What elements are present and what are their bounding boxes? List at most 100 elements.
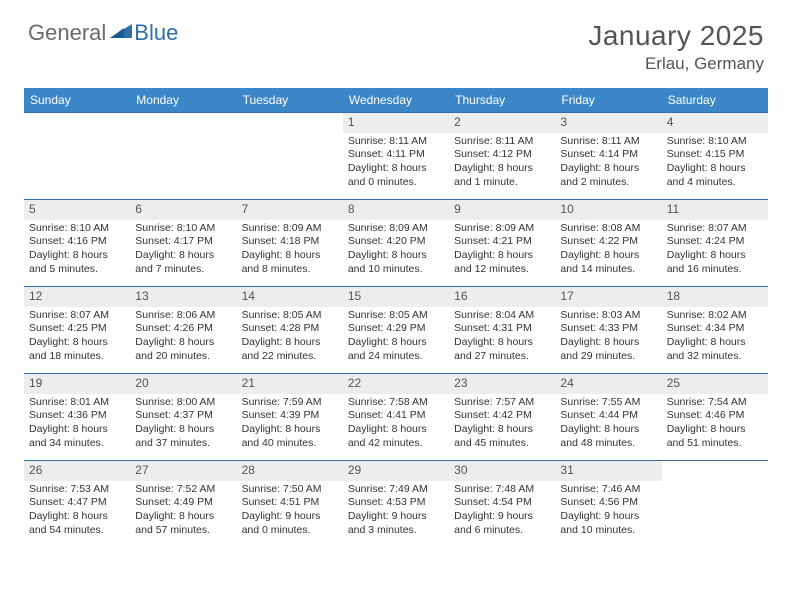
sunrise-line: Sunrise: 7:49 AM [348,483,444,497]
day-cell: 2Sunrise: 8:11 AMSunset: 4:12 PMDaylight… [449,113,555,199]
day-cell: 17Sunrise: 8:03 AMSunset: 4:33 PMDayligh… [555,287,661,373]
daylight-line-2: and 14 minutes. [560,263,656,277]
header: General Blue January 2025 Erlau, Germany [0,0,792,82]
sunset-line: Sunset: 4:33 PM [560,322,656,336]
day-cell: 18Sunrise: 8:02 AMSunset: 4:34 PMDayligh… [662,287,768,373]
week-row: 19Sunrise: 8:01 AMSunset: 4:36 PMDayligh… [24,373,768,460]
sunset-line: Sunset: 4:12 PM [454,148,550,162]
sunset-line: Sunset: 4:25 PM [29,322,125,336]
day-body: Sunrise: 8:11 AMSunset: 4:11 PMDaylight:… [343,133,449,194]
sunset-line: Sunset: 4:21 PM [454,235,550,249]
day-body: Sunrise: 7:53 AMSunset: 4:47 PMDaylight:… [24,481,130,542]
daylight-line-1: Daylight: 9 hours [242,510,338,524]
day-number: 26 [24,461,130,481]
empty-day-cell [237,113,343,199]
daylight-line-1: Daylight: 8 hours [560,336,656,350]
day-cell: 28Sunrise: 7:50 AMSunset: 4:51 PMDayligh… [237,461,343,547]
day-number: 27 [130,461,236,481]
day-body: Sunrise: 7:50 AMSunset: 4:51 PMDaylight:… [237,481,343,542]
day-body: Sunrise: 7:49 AMSunset: 4:53 PMDaylight:… [343,481,449,542]
daylight-line-2: and 22 minutes. [242,350,338,364]
day-number: 6 [130,200,236,220]
daylight-line-2: and 16 minutes. [667,263,763,277]
empty-day-cell [662,461,768,547]
sunrise-line: Sunrise: 8:07 AM [29,309,125,323]
logo-text-general: General [28,20,106,46]
sunrise-line: Sunrise: 8:03 AM [560,309,656,323]
sunset-line: Sunset: 4:11 PM [348,148,444,162]
sunrise-line: Sunrise: 8:08 AM [560,222,656,236]
daylight-line-2: and 48 minutes. [560,437,656,451]
daylight-line-2: and 42 minutes. [348,437,444,451]
daylight-line-2: and 32 minutes. [667,350,763,364]
day-body: Sunrise: 8:07 AMSunset: 4:24 PMDaylight:… [662,220,768,281]
day-cell: 6Sunrise: 8:10 AMSunset: 4:17 PMDaylight… [130,200,236,286]
sunset-line: Sunset: 4:47 PM [29,496,125,510]
day-number: 13 [130,287,236,307]
daylight-line-2: and 37 minutes. [135,437,231,451]
day-number: 7 [237,200,343,220]
daylight-line-1: Daylight: 8 hours [135,249,231,263]
daylight-line-2: and 34 minutes. [29,437,125,451]
sunrise-line: Sunrise: 8:06 AM [135,309,231,323]
day-body: Sunrise: 8:03 AMSunset: 4:33 PMDaylight:… [555,307,661,368]
day-cell: 25Sunrise: 7:54 AMSunset: 4:46 PMDayligh… [662,374,768,460]
sunset-line: Sunset: 4:42 PM [454,409,550,423]
daylight-line-1: Daylight: 8 hours [667,249,763,263]
day-number: 23 [449,374,555,394]
day-number: 31 [555,461,661,481]
day-cell: 30Sunrise: 7:48 AMSunset: 4:54 PMDayligh… [449,461,555,547]
day-body: Sunrise: 8:05 AMSunset: 4:28 PMDaylight:… [237,307,343,368]
daylight-line-2: and 5 minutes. [29,263,125,277]
daylight-line-1: Daylight: 8 hours [29,423,125,437]
daylight-line-1: Daylight: 8 hours [667,423,763,437]
day-body: Sunrise: 8:04 AMSunset: 4:31 PMDaylight:… [449,307,555,368]
day-number: 30 [449,461,555,481]
calendar: SundayMondayTuesdayWednesdayThursdayFrid… [24,88,768,547]
weekday-label: Sunday [24,88,130,112]
week-row: 5Sunrise: 8:10 AMSunset: 4:16 PMDaylight… [24,199,768,286]
daylight-line-1: Daylight: 9 hours [348,510,444,524]
day-number: 14 [237,287,343,307]
day-cell: 23Sunrise: 7:57 AMSunset: 4:42 PMDayligh… [449,374,555,460]
daylight-line-1: Daylight: 8 hours [29,510,125,524]
daylight-line-1: Daylight: 8 hours [135,423,231,437]
day-body: Sunrise: 8:10 AMSunset: 4:16 PMDaylight:… [24,220,130,281]
sunset-line: Sunset: 4:49 PM [135,496,231,510]
sunrise-line: Sunrise: 7:57 AM [454,396,550,410]
sunrise-line: Sunrise: 7:48 AM [454,483,550,497]
day-number: 19 [24,374,130,394]
day-body: Sunrise: 8:07 AMSunset: 4:25 PMDaylight:… [24,307,130,368]
sunset-line: Sunset: 4:16 PM [29,235,125,249]
day-number: 25 [662,374,768,394]
daylight-line-1: Daylight: 8 hours [560,162,656,176]
day-cell: 1Sunrise: 8:11 AMSunset: 4:11 PMDaylight… [343,113,449,199]
sunrise-line: Sunrise: 8:09 AM [348,222,444,236]
day-body: Sunrise: 8:01 AMSunset: 4:36 PMDaylight:… [24,394,130,455]
daylight-line-1: Daylight: 8 hours [454,336,550,350]
daylight-line-2: and 12 minutes. [454,263,550,277]
day-cell: 12Sunrise: 8:07 AMSunset: 4:25 PMDayligh… [24,287,130,373]
day-cell: 9Sunrise: 8:09 AMSunset: 4:21 PMDaylight… [449,200,555,286]
sunset-line: Sunset: 4:22 PM [560,235,656,249]
day-cell: 7Sunrise: 8:09 AMSunset: 4:18 PMDaylight… [237,200,343,286]
daylight-line-1: Daylight: 8 hours [348,336,444,350]
sunrise-line: Sunrise: 8:10 AM [29,222,125,236]
day-body: Sunrise: 8:02 AMSunset: 4:34 PMDaylight:… [662,307,768,368]
weekday-label: Saturday [662,88,768,112]
daylight-line-2: and 10 minutes. [560,524,656,538]
sunrise-line: Sunrise: 8:07 AM [667,222,763,236]
sunrise-line: Sunrise: 7:58 AM [348,396,444,410]
day-cell: 20Sunrise: 8:00 AMSunset: 4:37 PMDayligh… [130,374,236,460]
day-body: Sunrise: 7:48 AMSunset: 4:54 PMDaylight:… [449,481,555,542]
daylight-line-1: Daylight: 8 hours [348,249,444,263]
day-number: 16 [449,287,555,307]
weekday-label: Monday [130,88,236,112]
day-number: 28 [237,461,343,481]
day-number: 29 [343,461,449,481]
day-cell: 24Sunrise: 7:55 AMSunset: 4:44 PMDayligh… [555,374,661,460]
day-cell: 16Sunrise: 8:04 AMSunset: 4:31 PMDayligh… [449,287,555,373]
day-number: 10 [555,200,661,220]
sunrise-line: Sunrise: 7:54 AM [667,396,763,410]
daylight-line-2: and 6 minutes. [454,524,550,538]
